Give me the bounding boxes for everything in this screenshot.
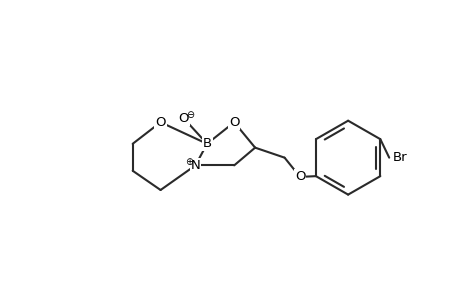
Text: Br: Br — [392, 151, 406, 164]
Text: ⊕: ⊕ — [185, 157, 193, 166]
Text: O: O — [155, 116, 165, 129]
Text: ⊖: ⊖ — [185, 110, 194, 119]
Text: B: B — [202, 137, 211, 150]
Text: N: N — [190, 159, 200, 172]
Text: O: O — [294, 170, 305, 183]
Text: O: O — [229, 116, 239, 129]
Text: O: O — [178, 112, 189, 125]
